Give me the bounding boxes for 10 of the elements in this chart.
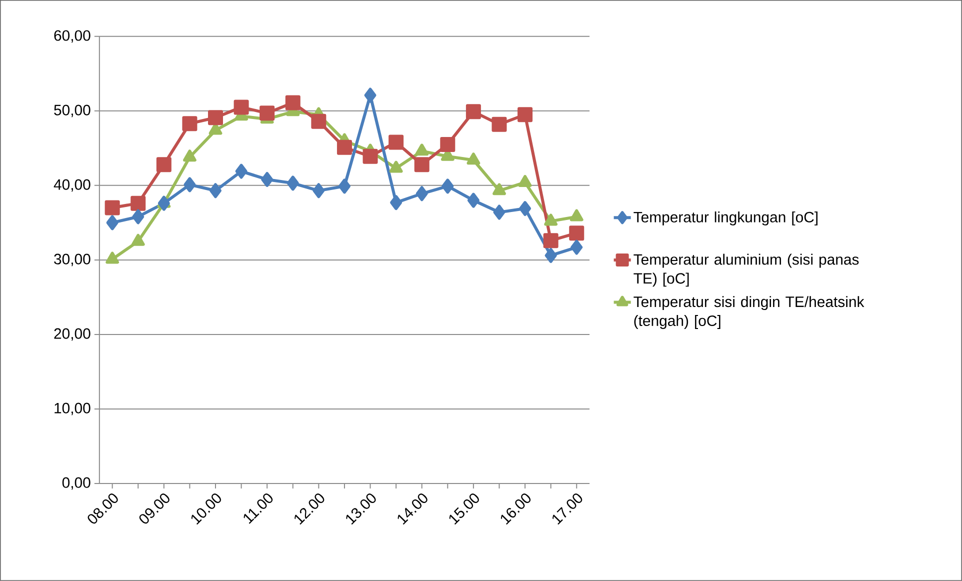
y-tick-label: 60,00 [54,30,90,43]
y-tick-label: 40,00 [54,179,90,192]
y-tick-label: 20,00 [54,328,90,341]
legend-label: Temperatur sisi dingin TE/heatsink (tengah) [oC] [634,296,864,330]
legend-label: Temperatur lingkungan [oC] [634,212,818,226]
y-tick-label: 0,00 [62,477,90,490]
y-tick-label: 50,00 [54,104,90,118]
legend-label: Temperatur aluminium (sisi panas TE) [oC] [634,254,859,287]
y-tick-label: 10,00 [54,402,90,416]
y-tick-label: 30,00 [54,254,90,266]
